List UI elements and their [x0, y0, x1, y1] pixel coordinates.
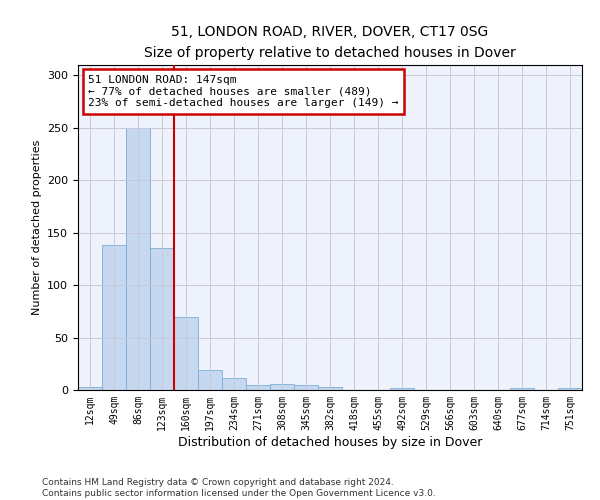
- Bar: [78, 387, 102, 390]
- Bar: [294, 385, 318, 390]
- Bar: [318, 387, 342, 390]
- Title: 51, LONDON ROAD, RIVER, DOVER, CT17 0SG
Size of property relative to detached ho: 51, LONDON ROAD, RIVER, DOVER, CT17 0SG …: [144, 25, 516, 59]
- Bar: [558, 388, 582, 390]
- Bar: [246, 385, 270, 390]
- Bar: [126, 128, 150, 390]
- Bar: [102, 246, 126, 390]
- Bar: [390, 388, 414, 390]
- Bar: [510, 388, 534, 390]
- Text: 51 LONDON ROAD: 147sqm
← 77% of detached houses are smaller (489)
23% of semi-de: 51 LONDON ROAD: 147sqm ← 77% of detached…: [88, 74, 398, 108]
- Bar: [174, 316, 198, 390]
- Bar: [150, 248, 174, 390]
- Y-axis label: Number of detached properties: Number of detached properties: [32, 140, 41, 315]
- Bar: [270, 384, 294, 390]
- Text: Contains HM Land Registry data © Crown copyright and database right 2024.
Contai: Contains HM Land Registry data © Crown c…: [42, 478, 436, 498]
- Bar: [222, 378, 246, 390]
- Bar: [198, 370, 222, 390]
- X-axis label: Distribution of detached houses by size in Dover: Distribution of detached houses by size …: [178, 436, 482, 448]
